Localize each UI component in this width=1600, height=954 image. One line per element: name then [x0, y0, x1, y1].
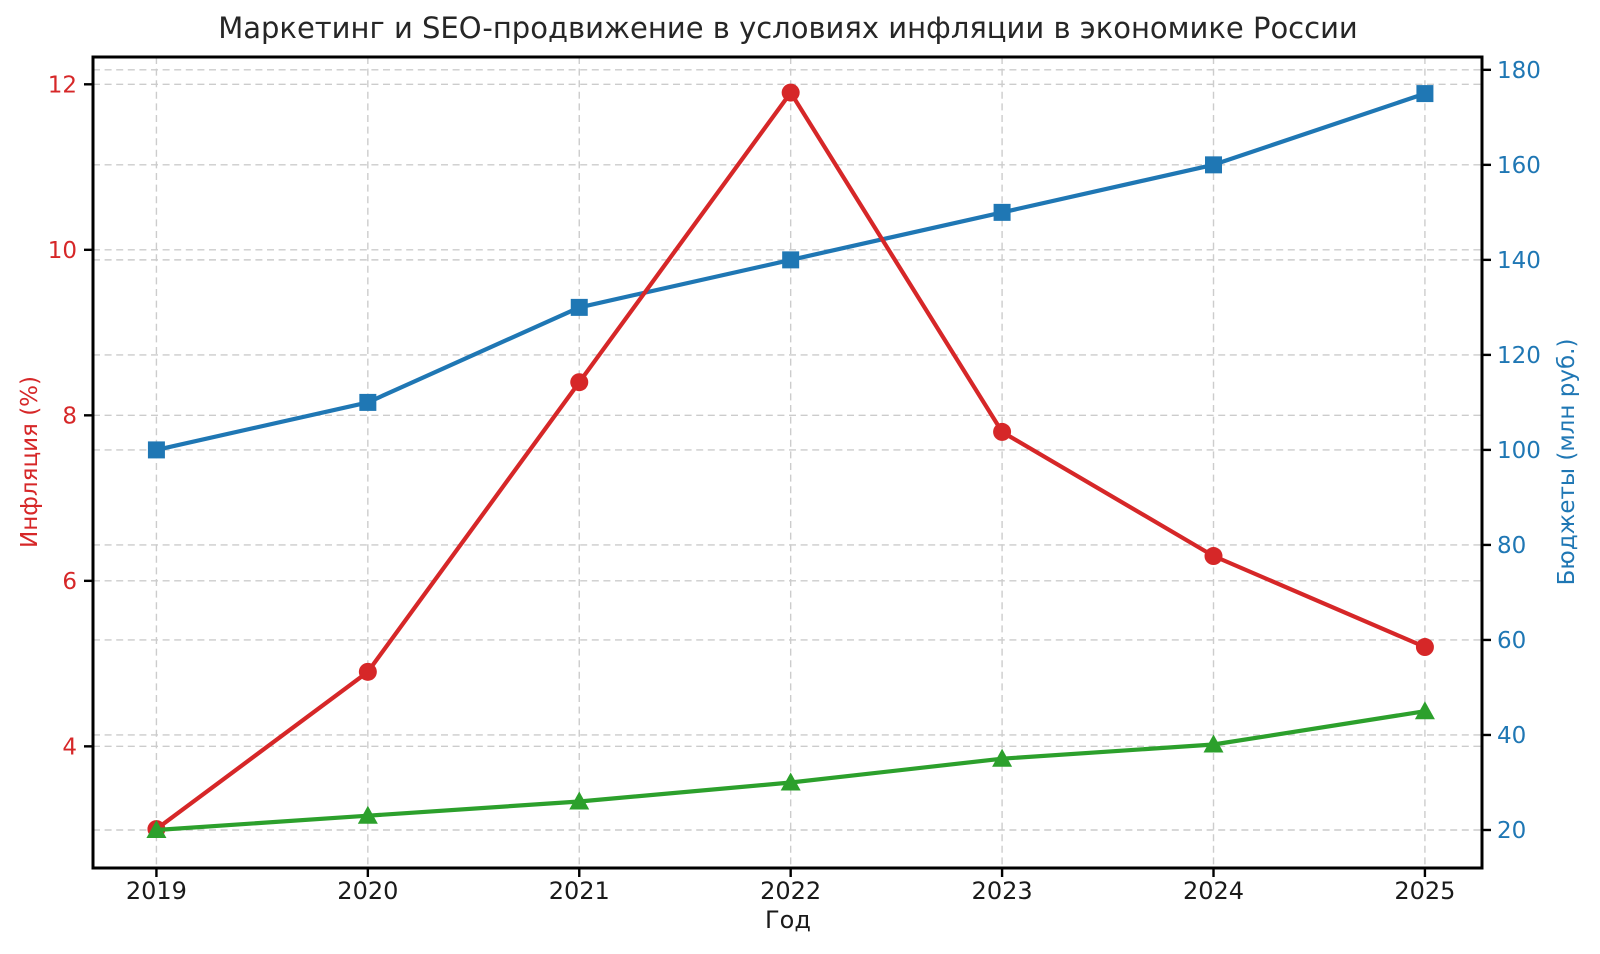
left-tick-label: 12: [48, 72, 77, 98]
series-green-unlabeled-marker: [146, 819, 167, 838]
x-tick-label: 2024: [1183, 877, 1244, 905]
x-tick-label: 2025: [1394, 877, 1455, 905]
right-tick-label: 120: [1497, 343, 1541, 369]
series-green-unlabeled-marker: [569, 791, 590, 810]
series-inflation-red-marker: [358, 662, 377, 681]
plot-spines: [91, 55, 1484, 870]
x-tick-label: 2019: [126, 877, 187, 905]
left-tick-label: 8: [62, 403, 77, 429]
left-tick-label: 4: [62, 734, 77, 760]
right-tick-label: 40: [1497, 723, 1526, 749]
right-tick-label: 180: [1497, 58, 1541, 84]
left-tick-label: 6: [62, 569, 77, 595]
series-green-unlabeled-marker: [780, 772, 801, 791]
series-budgets-blue-marker: [1416, 85, 1434, 103]
series-budgets-blue-marker: [359, 393, 377, 411]
right-y-axis-label: Бюджеты (млн руб.): [1554, 338, 1580, 586]
series-budgets-blue-marker: [1205, 156, 1223, 174]
series-green-unlabeled-marker: [1414, 701, 1435, 720]
series-inflation-red-marker: [570, 373, 589, 392]
x-tick-label: 2021: [549, 877, 610, 905]
series-budgets-blue-marker: [782, 251, 800, 269]
right-tick-label: 140: [1497, 248, 1541, 274]
series-budgets-blue-marker: [993, 203, 1011, 221]
series-inflation-red-marker: [1415, 638, 1434, 657]
right-tick-label: 80: [1497, 533, 1526, 559]
x-axis-label: Год: [765, 906, 811, 934]
series-inflation-red-marker: [1204, 547, 1223, 566]
series-green-unlabeled-marker: [357, 805, 378, 824]
series-green-unlabeled-marker: [1203, 734, 1224, 753]
series-budgets-blue-marker: [570, 298, 588, 316]
x-tick-label: 2020: [337, 877, 398, 905]
series-green-unlabeled-marker: [992, 748, 1013, 767]
series-inflation-red-marker: [781, 83, 800, 102]
series-budgets-blue-marker: [147, 441, 165, 459]
x-tick-label: 2022: [760, 877, 821, 905]
right-tick-label: 60: [1497, 628, 1526, 654]
right-tick-label: 160: [1497, 153, 1541, 179]
left-y-axis-label: Инфляция (%): [17, 376, 43, 548]
series-inflation-red-marker: [993, 422, 1012, 441]
right-tick-label: 20: [1497, 818, 1526, 844]
x-tick-label: 2023: [972, 877, 1033, 905]
left-tick-label: 10: [48, 238, 77, 264]
chart-title: Маркетинг и SEO-продвижение в условиях и…: [218, 11, 1358, 45]
right-tick-label: 100: [1497, 438, 1541, 464]
